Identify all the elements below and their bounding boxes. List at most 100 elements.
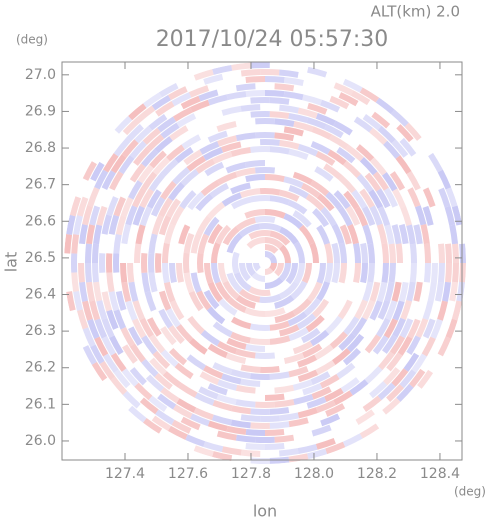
echo-cell — [377, 125, 396, 144]
echo-cell — [216, 121, 237, 133]
echo-cell — [316, 224, 330, 245]
echo-cell — [215, 224, 232, 245]
echo-cell — [96, 300, 108, 321]
echo-cell — [152, 350, 171, 369]
echo-cell — [218, 263, 229, 284]
echo-cell — [226, 91, 247, 101]
echo-cell — [226, 337, 247, 350]
echo-cell — [198, 386, 219, 400]
echo-cell — [91, 361, 108, 382]
echo-cell — [79, 281, 88, 302]
echo-cell — [233, 272, 252, 292]
echo-cell — [265, 209, 286, 219]
echo-cell — [203, 441, 224, 453]
echo-cell — [79, 224, 88, 245]
echo-cell — [324, 242, 333, 263]
echo-cell — [128, 180, 143, 200]
radar-field — [64, 62, 466, 464]
echo-cell — [421, 336, 436, 357]
echo-cell — [376, 188, 391, 209]
echo-cell — [64, 233, 65, 254]
echo-cell — [385, 300, 398, 321]
echo-cell — [420, 224, 430, 245]
echo-cell — [196, 215, 212, 236]
echo-cell — [253, 263, 261, 272]
echo-cell — [125, 300, 138, 321]
echo-cell — [265, 90, 285, 98]
echo-cell — [129, 163, 146, 183]
echo-cell — [422, 318, 436, 339]
y-tick-label: 27.0 — [25, 67, 56, 83]
echo-cell — [245, 174, 265, 183]
echo-cell — [145, 374, 165, 392]
echo-cell — [323, 163, 343, 180]
echo-cell — [417, 369, 434, 389]
echo-cell — [250, 408, 270, 416]
echo-cell — [274, 434, 295, 443]
echo-cell — [383, 140, 401, 159]
echo-cell — [151, 94, 171, 111]
echo-cell — [312, 208, 330, 228]
echo-cell — [125, 205, 138, 226]
echo-cell — [230, 146, 251, 157]
echo-cell — [310, 329, 330, 347]
echo-cell — [183, 149, 203, 166]
echo-cell — [362, 224, 374, 245]
echo-cell — [279, 412, 300, 422]
echo-cell — [141, 148, 159, 168]
echo-cell — [395, 155, 412, 175]
echo-cell — [331, 263, 340, 284]
echo-cell — [186, 354, 206, 371]
altitude-annotation: ALT(km) 2.0 — [371, 3, 460, 21]
echo-cell — [283, 176, 304, 189]
echo-cell — [406, 281, 416, 302]
echo-cell — [406, 335, 421, 356]
echo-cell — [292, 210, 312, 228]
echo-cell — [376, 223, 388, 245]
echo-cell — [269, 421, 290, 429]
echo-cell — [230, 331, 251, 344]
echo-cell — [168, 348, 188, 366]
echo-cell — [73, 291, 83, 311]
echo-cell — [310, 371, 331, 385]
echo-cell — [283, 352, 305, 365]
echo-cell — [181, 134, 202, 150]
echo-cell — [269, 371, 290, 380]
echo-cell — [392, 188, 406, 209]
echo-cell — [160, 180, 177, 200]
echo-cell — [240, 364, 261, 373]
echo-cell — [306, 396, 327, 409]
echo-cell — [333, 120, 353, 136]
echo-cell — [292, 298, 312, 316]
echo-cell — [160, 122, 180, 139]
echo-cell — [120, 197, 134, 217]
echo-cell — [225, 161, 247, 174]
echo-cell — [250, 373, 270, 381]
echo-cell — [196, 290, 212, 311]
echo-cell — [217, 340, 238, 355]
echo-cell — [163, 223, 176, 245]
echo-cell — [207, 343, 228, 359]
echo-cell — [158, 197, 174, 218]
echo-cell — [342, 78, 363, 93]
echo-cell — [197, 252, 204, 274]
echo-cell — [274, 399, 295, 408]
echo-cell — [193, 445, 214, 457]
echo-cell — [169, 263, 177, 283]
echo-cell — [168, 182, 185, 201]
echo-cell — [215, 281, 232, 302]
echo-cell — [151, 415, 171, 432]
echo-cell — [250, 422, 270, 429]
echo-cell — [377, 299, 391, 320]
echo-cell — [279, 226, 299, 245]
echo-cell — [127, 263, 135, 283]
echo-cell — [128, 281, 139, 302]
echo-cell — [378, 351, 395, 371]
echo-cell — [207, 420, 228, 432]
echo-cell — [71, 234, 80, 254]
echo-cell — [265, 307, 286, 317]
x-tick-label: 127.6 — [168, 466, 208, 482]
echo-cell — [285, 263, 298, 285]
echo-cell — [376, 317, 391, 338]
echo-cell — [449, 281, 459, 302]
